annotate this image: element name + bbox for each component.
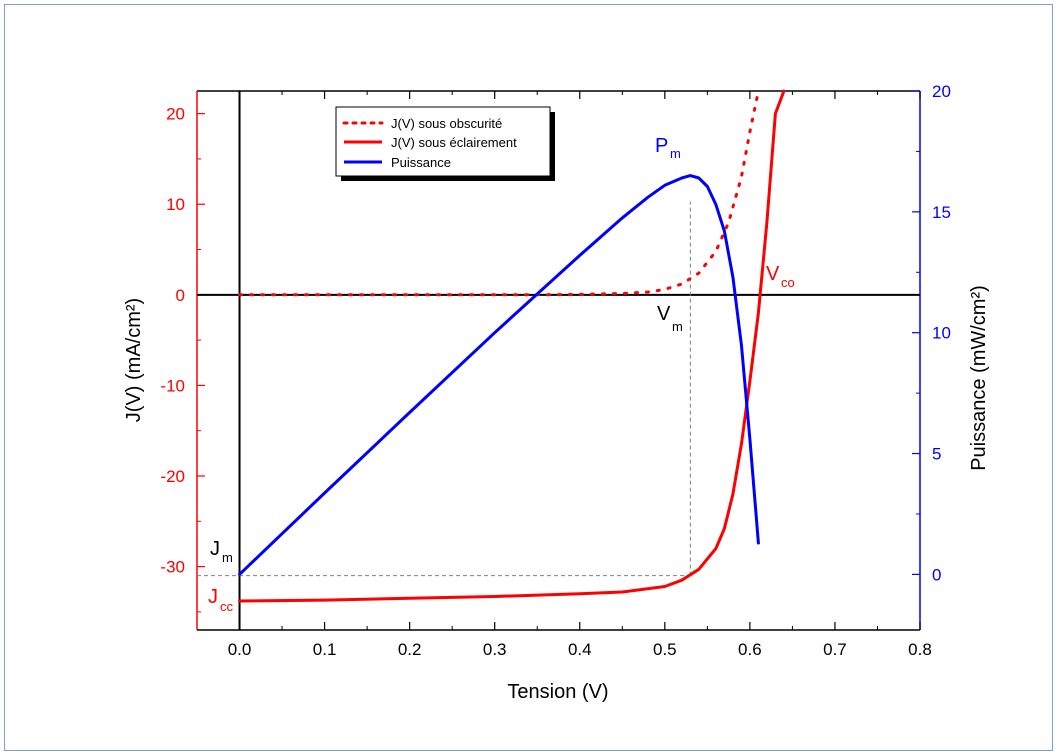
pm-annotation: P m — [655, 135, 681, 161]
y-left-tick-label: 10 — [166, 195, 185, 214]
legend-label-dark: J(V) sous obscurité — [391, 116, 502, 131]
y-right-tick-label: 5 — [932, 445, 941, 464]
y-left-tick-label: 0 — [176, 286, 185, 305]
x-tick-label: 0.8 — [908, 640, 932, 659]
y-left-axis-label: J(V) (mA/cm²) — [123, 298, 145, 422]
svg-text:P: P — [655, 135, 668, 157]
svg-text:V: V — [766, 263, 780, 285]
jm-annotation: J m — [210, 538, 233, 565]
svg-text:J: J — [210, 538, 220, 560]
y-left-tick-label: -10 — [160, 376, 185, 395]
x-tick-label: 0.1 — [313, 640, 337, 659]
series-line-2 — [238, 174, 760, 576]
x-tick-label: 0.4 — [568, 640, 592, 659]
x-tick-label: 0.6 — [738, 640, 762, 659]
x-tick-label: 0.2 — [398, 640, 422, 659]
legend-label-power: Puissance — [391, 155, 451, 170]
y-right-tick-label: 10 — [932, 324, 951, 343]
y-right-tick-label: 20 — [932, 82, 951, 101]
svg-text:m: m — [222, 550, 233, 565]
legend: J(V) sous obscurité J(V) sous éclairemen… — [335, 106, 555, 181]
y-left-axis-ticks: -30 -20 -10 0 10 20 — [160, 105, 205, 613]
x-tick-label: 0.5 — [653, 640, 677, 659]
svg-text:m: m — [672, 319, 683, 334]
legend-label-light: J(V) sous éclairement — [391, 135, 517, 150]
y-right-axis-ticks: 0 5 10 15 20 — [912, 82, 951, 584]
series-line-1 — [238, 89, 786, 603]
svg-text:m: m — [670, 146, 681, 161]
jcc-annotation: J cc — [208, 586, 234, 614]
svg-text:co: co — [781, 275, 795, 290]
svg-text:cc: cc — [220, 599, 234, 614]
y-left-tick-label: -30 — [160, 558, 185, 577]
y-right-tick-label: 15 — [932, 203, 951, 222]
svg-text:V: V — [657, 303, 671, 325]
vm-annotation: V m — [657, 303, 683, 334]
vco-annotation: V co — [766, 263, 795, 290]
x-axis-ticks: 0.0 0.1 0.2 0.3 0.4 0.5 0.6 0.7 0.8 — [228, 91, 932, 659]
x-tick-label: 0.7 — [823, 640, 847, 659]
y-right-axis-label: Puissance (mW/cm²) — [968, 285, 990, 471]
y-left-tick-label: 20 — [166, 105, 185, 124]
x-axis-label: Tension (V) — [507, 681, 608, 703]
y-right-tick-label: 0 — [932, 565, 941, 584]
y-left-tick-label: -20 — [160, 467, 185, 486]
x-tick-label: 0.3 — [483, 640, 507, 659]
svg-text:J: J — [208, 586, 218, 608]
series-layer — [238, 89, 786, 603]
x-tick-label: 0.0 — [228, 640, 252, 659]
